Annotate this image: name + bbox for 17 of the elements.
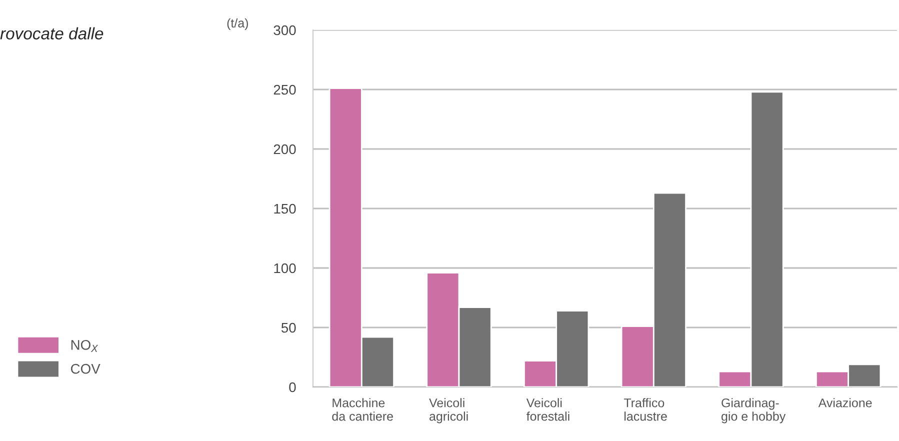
x-tick-label: Veicoli agricoli bbox=[429, 398, 468, 424]
y-tick-label: 300 bbox=[274, 25, 296, 36]
x-tick-label: Giardinag- gio e hobby bbox=[722, 398, 786, 424]
y-tick-label: 250 bbox=[274, 84, 296, 95]
y-tick-label: 0 bbox=[289, 382, 296, 392]
x-tick-label: Macchine da cantiere bbox=[332, 398, 393, 421]
x-tick-label: Aviazione bbox=[818, 398, 872, 408]
legend-label: NO$_{X}$ bbox=[71, 340, 98, 352]
y-tick-label: 150 bbox=[274, 204, 296, 214]
x-tick-label: Traffico lacustre bbox=[624, 398, 667, 421]
x-tick-label: Veicoli forestali bbox=[526, 398, 570, 421]
y-tick-label: 50 bbox=[281, 322, 296, 333]
y-axis-title: (t/a) bbox=[227, 18, 248, 30]
text: rovocate dalle bbox=[0, 27, 104, 40]
y-tick-label: 100 bbox=[274, 263, 296, 274]
y-tick-label: 200 bbox=[274, 144, 296, 154]
legend-label: COV bbox=[70, 364, 100, 374]
